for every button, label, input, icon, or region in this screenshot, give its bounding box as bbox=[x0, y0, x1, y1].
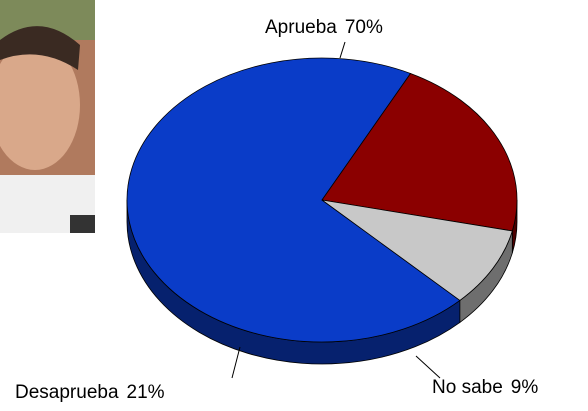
category-name: Desaprueba bbox=[15, 382, 119, 403]
photo bbox=[0, 0, 95, 233]
slice-label: Aprueba 70% bbox=[265, 17, 383, 38]
leader-line bbox=[415, 355, 441, 379]
slice bbox=[321, 199, 513, 301]
slice bbox=[126, 57, 461, 343]
category-name: Aprueba bbox=[265, 17, 337, 38]
slice bbox=[321, 72, 518, 232]
value-label: 70% bbox=[345, 17, 383, 38]
slice-label: Desaprueba 21% bbox=[15, 382, 165, 403]
category-name: No sabe bbox=[432, 377, 503, 398]
leader-line bbox=[339, 41, 346, 59]
leader-line bbox=[231, 346, 241, 379]
slice-label: No sabe 9% bbox=[432, 377, 538, 398]
value-label: 21% bbox=[127, 382, 165, 403]
value-label: 9% bbox=[511, 377, 539, 398]
